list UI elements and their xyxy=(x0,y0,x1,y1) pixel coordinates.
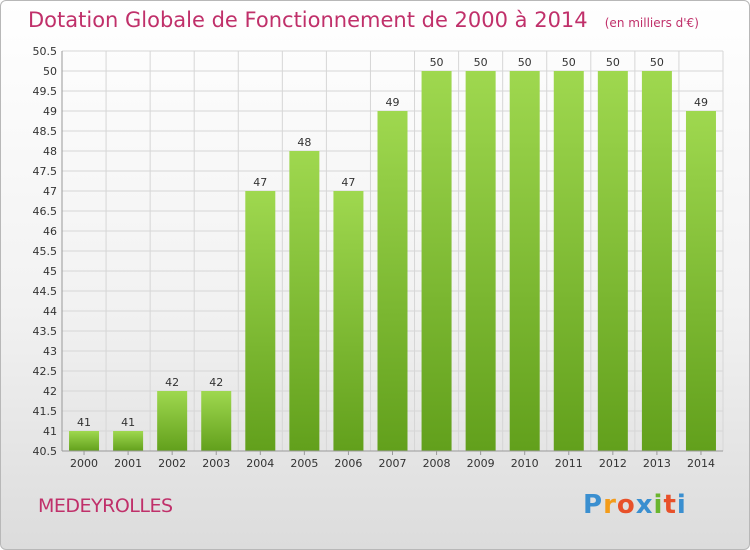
y-tick-label: 48.5 xyxy=(33,125,58,138)
bar xyxy=(201,391,232,451)
bar-value-label: 42 xyxy=(209,376,223,389)
bar-value-label: 48 xyxy=(297,136,311,149)
y-tick-label: 44.5 xyxy=(33,285,58,298)
bar xyxy=(421,71,452,451)
y-tick-label: 49 xyxy=(43,105,57,118)
x-tick-label: 2010 xyxy=(511,457,539,470)
bar xyxy=(245,191,276,451)
y-tick-label: 41 xyxy=(43,425,57,438)
x-tick-label: 2008 xyxy=(423,457,451,470)
commune-name: MEDEYROLLES xyxy=(38,495,173,517)
x-tick-label: 2007 xyxy=(379,457,407,470)
x-tick-label: 2001 xyxy=(114,457,142,470)
bar xyxy=(377,111,408,451)
bar-value-label: 50 xyxy=(650,56,664,69)
bar-value-label: 49 xyxy=(386,96,400,109)
bar xyxy=(641,71,672,451)
x-tick-label: 2011 xyxy=(555,457,583,470)
y-tick-label: 50 xyxy=(43,65,57,78)
logo-letter: x xyxy=(635,490,654,520)
y-tick-label: 42 xyxy=(43,385,57,398)
x-tick-label: 2002 xyxy=(158,457,186,470)
bar xyxy=(157,391,188,451)
logo-letter: P xyxy=(583,490,604,520)
x-tick-label: 2014 xyxy=(687,457,715,470)
bar xyxy=(289,151,320,451)
y-tick-label: 45.5 xyxy=(33,245,58,258)
y-tick-label: 43.5 xyxy=(33,325,58,338)
chart-title: Dotation Globale de Fonctionnement de 20… xyxy=(28,8,588,32)
logo-letter: r xyxy=(603,490,617,520)
bar-value-label: 47 xyxy=(341,176,355,189)
logo-letter: i xyxy=(676,490,687,520)
y-tick-label: 48 xyxy=(43,145,57,158)
y-tick-label: 44 xyxy=(43,305,57,318)
bar xyxy=(69,431,100,451)
bar xyxy=(509,71,540,451)
bar-value-label: 41 xyxy=(121,416,135,429)
y-tick-label: 47 xyxy=(43,185,57,198)
bar-value-label: 42 xyxy=(165,376,179,389)
x-tick-label: 2000 xyxy=(70,457,98,470)
y-tick-label: 46.5 xyxy=(33,205,58,218)
bar-value-label: 50 xyxy=(518,56,532,69)
bar-value-label: 50 xyxy=(474,56,488,69)
bar-value-label: 41 xyxy=(77,416,91,429)
bar-value-label: 50 xyxy=(606,56,620,69)
x-tick-label: 2012 xyxy=(599,457,627,470)
y-tick-label: 50.5 xyxy=(33,45,58,58)
bar xyxy=(597,71,628,451)
bar xyxy=(553,71,584,451)
bar xyxy=(685,111,716,451)
bar-value-label: 50 xyxy=(562,56,576,69)
logo-letter: o xyxy=(616,490,636,520)
y-tick-label: 46 xyxy=(43,225,57,238)
x-tick-label: 2006 xyxy=(334,457,362,470)
proxiti-logo: Proxiti xyxy=(583,490,687,520)
bar-value-label: 49 xyxy=(694,96,708,109)
chart-unit: (en milliers d'€) xyxy=(604,16,699,30)
title-block: Dotation Globale de Fonctionnement de 20… xyxy=(28,8,699,32)
y-tick-label: 45 xyxy=(43,265,57,278)
y-tick-label: 47.5 xyxy=(33,165,58,178)
y-tick-label: 43 xyxy=(43,345,57,358)
logo-letter: t xyxy=(663,490,677,520)
x-tick-label: 2003 xyxy=(202,457,230,470)
y-tick-label: 42.5 xyxy=(33,365,58,378)
y-tick-label: 49.5 xyxy=(33,85,58,98)
bar-value-label: 47 xyxy=(253,176,267,189)
x-tick-label: 2009 xyxy=(467,457,495,470)
logo-letter: i xyxy=(653,490,664,520)
x-tick-label: 2004 xyxy=(246,457,274,470)
bar-value-label: 50 xyxy=(430,56,444,69)
x-tick-label: 2005 xyxy=(290,457,318,470)
x-tick-label: 2013 xyxy=(643,457,671,470)
bar xyxy=(465,71,496,451)
y-tick-label: 40.5 xyxy=(33,445,58,458)
y-tick-label: 41.5 xyxy=(33,405,58,418)
bar xyxy=(113,431,144,451)
bar xyxy=(333,191,364,451)
